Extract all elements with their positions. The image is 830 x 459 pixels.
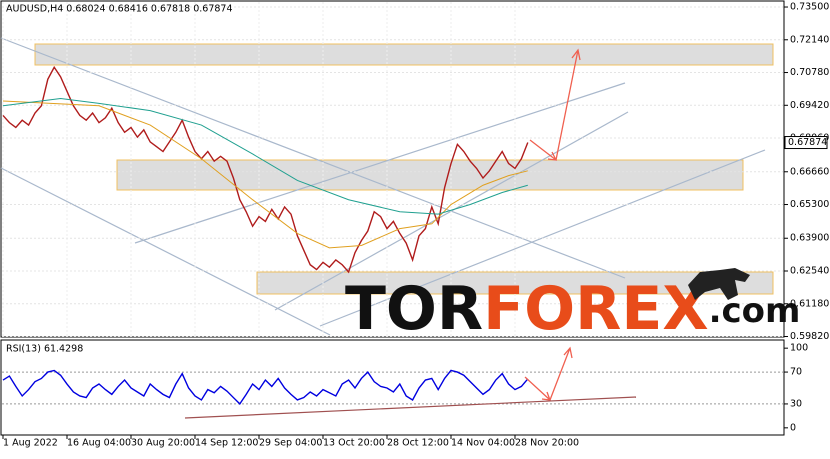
y-tick-label: 0.72140 <box>790 34 829 45</box>
watermark-part: .com <box>709 291 801 331</box>
trend-line <box>0 167 331 336</box>
x-tick-label: 1 Aug 2022 <box>3 438 58 449</box>
y-tick-label: 0.69420 <box>790 100 829 111</box>
watermark: TORFOREX.com <box>345 268 800 344</box>
series-line <box>2 369 529 406</box>
y-tick-label: 0.59820 <box>790 331 829 342</box>
forecast-arrows <box>184 48 637 419</box>
series-line <box>2 100 528 249</box>
series-line <box>2 65 529 274</box>
support-zone <box>116 159 744 191</box>
y-tick-label: 0 <box>790 422 796 433</box>
resistance-zone <box>34 43 774 66</box>
rsi-trend-line <box>184 396 637 419</box>
watermark-part: TOR <box>345 274 483 344</box>
x-tick-label: 14 Nov 04:00 <box>451 438 515 449</box>
y-tick-label: 0.66660 <box>790 166 829 177</box>
y-tick-label: 0.61180 <box>790 298 829 309</box>
y-tick-label: 0.73500 <box>790 2 829 13</box>
y-tick-label: 70 <box>790 367 802 378</box>
y-tick-label: 0.70780 <box>790 67 829 78</box>
last-price-box <box>784 136 828 150</box>
x-tick-label: 28 Oct 12:00 <box>387 438 449 449</box>
x-tick-label: 16 Aug 04:00 <box>67 438 131 449</box>
watermark-part: FOREX <box>483 274 708 344</box>
rsi-title: RSI(13) 61.4298 <box>6 344 83 355</box>
y-tick-label: 0.62540 <box>790 266 829 277</box>
x-tick-label: 14 Sep 12:00 <box>195 438 258 449</box>
x-tick-label: 30 Aug 20:00 <box>131 438 195 449</box>
x-tick-label: 29 Sep 04:00 <box>259 438 322 449</box>
y-tick-label: 30 <box>790 398 802 409</box>
x-tick-label: 13 Oct 20:00 <box>323 438 385 449</box>
watermark-text: TORFOREX.com <box>345 274 800 344</box>
chart-title: AUDUSD,H4 0.68024 0.68416 0.67818 0.6787… <box>6 4 233 15</box>
y-tick-label: 100 <box>790 343 808 354</box>
trend-line <box>0 37 626 279</box>
series-line <box>2 98 528 215</box>
last-price-label: 0.67874 <box>788 137 827 148</box>
rsi-panel <box>0 339 785 436</box>
bull-logo <box>688 268 750 300</box>
trend-line <box>134 82 626 244</box>
arrow <box>549 346 573 401</box>
arrow <box>555 48 581 161</box>
y-tick-label: 0.65300 <box>790 199 829 210</box>
x-tick-label: 28 Nov 20:00 <box>515 438 579 449</box>
y-tick-label: 0.63900 <box>790 233 829 244</box>
annotations <box>0 37 774 336</box>
